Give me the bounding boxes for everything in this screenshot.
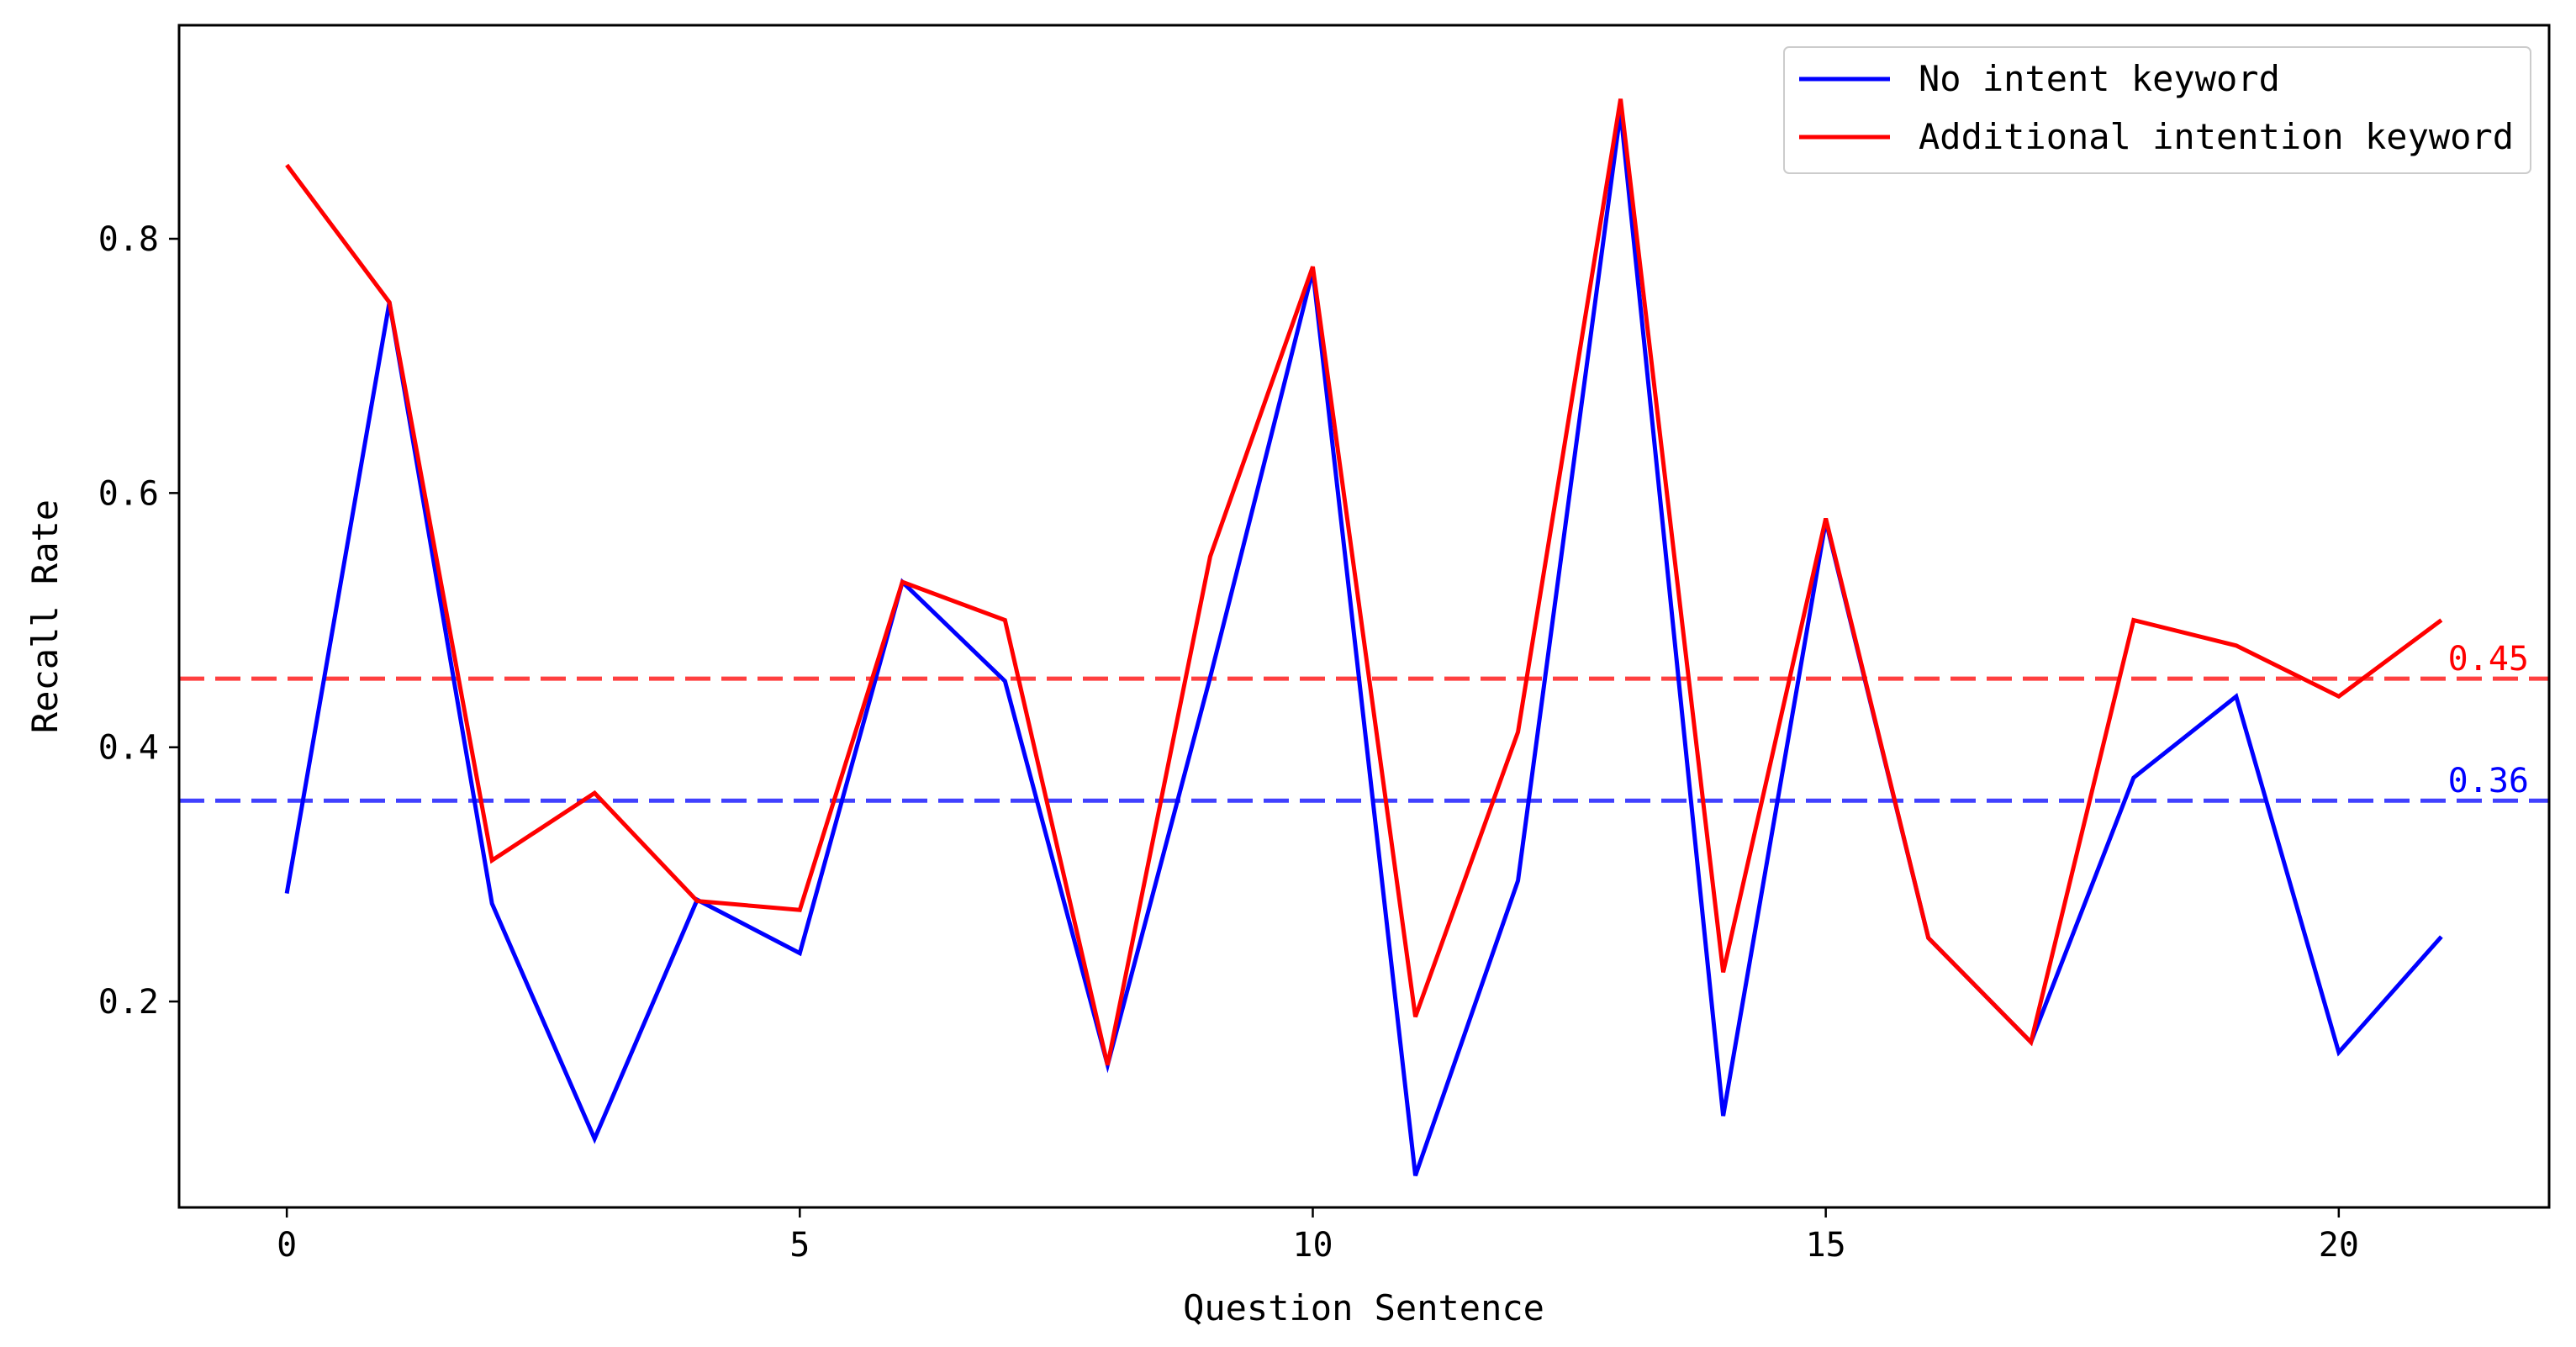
- y-axis-ticks: 0.2 0.4 0.6 0.8: [98, 220, 179, 1022]
- x-tick-label: 15: [1806, 1226, 1846, 1265]
- reference-lines: [179, 676, 2549, 803]
- reference-label-0: 0.45: [2448, 640, 2529, 679]
- legend-label-no-intent: No intent keyword: [1919, 58, 2280, 99]
- series-lines: [284, 98, 2443, 1177]
- y-tick-label: 0.8: [98, 220, 159, 259]
- y-tick-label: 0.2: [98, 983, 159, 1022]
- reference-label-1: 0.36: [2448, 762, 2529, 800]
- legend: No intent keyword Additional intention k…: [1783, 46, 2531, 174]
- x-tick-label: 0: [277, 1226, 297, 1265]
- legend-label-additional-intention: Additional intention keyword: [1919, 116, 2514, 157]
- y-tick-label: 0.4: [98, 729, 159, 768]
- y-axis-title: Recall Rate: [24, 499, 66, 733]
- x-tick-label: 20: [2319, 1226, 2359, 1265]
- plot-frame: [177, 24, 2551, 1209]
- legend-box: [1783, 46, 2531, 174]
- x-axis-title: Question Sentence: [1183, 1287, 1544, 1329]
- reference-labels: 0.45 0.36: [2448, 640, 2529, 800]
- series-line-0: [284, 111, 2443, 1177]
- x-tick-label: 5: [789, 1226, 810, 1265]
- x-tick-label: 10: [1292, 1226, 1333, 1265]
- series-line-1: [285, 98, 2443, 1066]
- y-tick-label: 0.6: [98, 474, 159, 513]
- x-axis-ticks: 0 5 10 15 20: [277, 1207, 2359, 1265]
